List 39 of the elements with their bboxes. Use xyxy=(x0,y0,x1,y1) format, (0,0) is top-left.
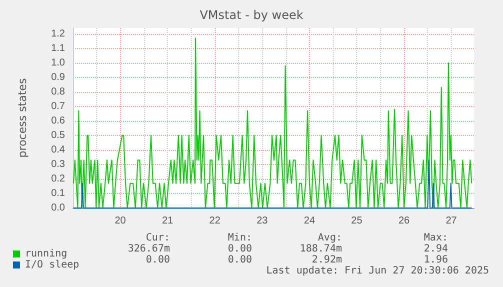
legend-label: I/O sleep xyxy=(25,260,80,270)
y-tick-label: 0.7 xyxy=(51,100,66,112)
x-tick-label: 24 xyxy=(304,216,316,226)
x-tick-label: 25 xyxy=(351,216,363,226)
y-tick-label: 1.2 xyxy=(51,28,66,40)
y-tick-label: 0.2 xyxy=(51,173,66,184)
y-tick-label: 0.3 xyxy=(51,158,66,170)
x-tick-label: 21 xyxy=(162,216,174,226)
text: 188.74m xyxy=(300,244,342,254)
y-tick-label: 0.1 xyxy=(51,188,66,199)
chart-title: VMstat - by week xyxy=(200,8,304,22)
text: 1.96 xyxy=(424,254,448,266)
x-tick-label: 26 xyxy=(398,216,410,226)
text: 0.00 xyxy=(146,254,170,266)
text: 0.00 xyxy=(228,244,252,254)
y-axis-title: process states xyxy=(16,78,29,158)
y-tick-label: 0.0 xyxy=(51,202,66,214)
x-tick-label: 27 xyxy=(446,216,458,226)
y-tick-label: 0.8 xyxy=(51,86,66,98)
line-series xyxy=(72,38,472,208)
text: Avg: xyxy=(318,232,342,244)
text: Max: xyxy=(424,232,448,244)
y-tick-label: 0.5 xyxy=(51,130,66,141)
text: 2.92m xyxy=(312,254,342,266)
text: Cur: xyxy=(146,232,170,244)
x-tick-label: 22 xyxy=(209,216,221,226)
y-tick-label: 0.4 xyxy=(51,144,66,156)
legend-label: running xyxy=(25,248,68,260)
x-tick-label: 23 xyxy=(256,216,268,226)
y-tick-label: 1.0 xyxy=(51,57,66,68)
y-tick-label: 0.6 xyxy=(51,115,66,126)
text: Min: xyxy=(228,232,252,244)
y-tick-label: 1.1 xyxy=(51,42,66,54)
text: Last update: Fri Jun 27 20:30:06 2025 xyxy=(266,266,490,276)
text: 0.00 xyxy=(228,254,252,266)
y-tick-label: 0.9 xyxy=(51,72,66,83)
text: 2.94 xyxy=(424,244,448,254)
text: 326.67m xyxy=(128,244,170,254)
x-tick-label: 20 xyxy=(114,216,126,226)
